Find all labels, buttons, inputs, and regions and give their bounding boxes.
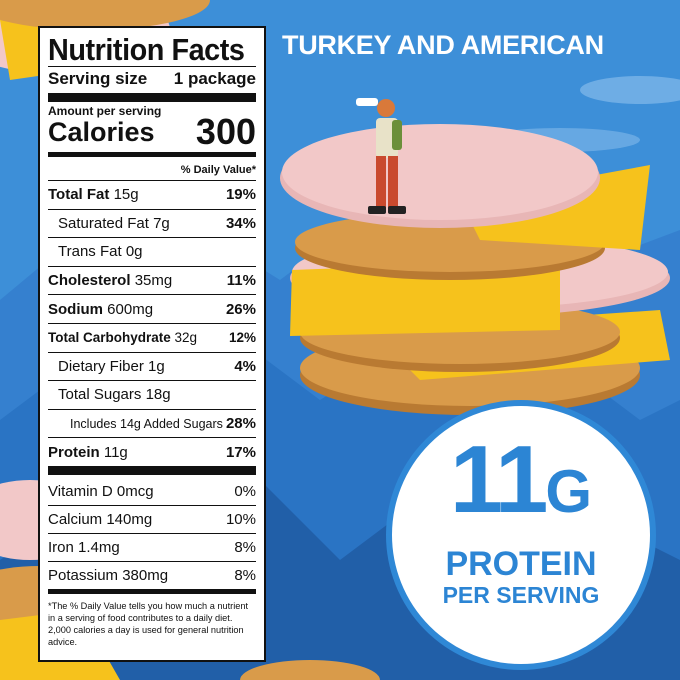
daily-value-header: % Daily Value* — [180, 164, 256, 176]
amount-per-serving: Amount per serving — [48, 104, 162, 118]
serving-size-label: Serving size — [48, 69, 148, 88]
vitamin-row-potassium: Potassium 380mg 8% — [48, 560, 256, 589]
per-serving-label: PER SERVING — [442, 582, 600, 608]
nutrient-amount: 600mg — [107, 300, 154, 318]
serving-size-row: Serving size 1 package — [48, 69, 256, 89]
nutrient-pct: 17% — [225, 443, 256, 461]
nutrient-row-trans-fat: Trans Fat 0g — [48, 237, 256, 266]
nutrient-row-dietary-fiber: Dietary Fiber 1g 4% — [48, 351, 256, 381]
nutrient-amount: 35mg — [134, 272, 173, 290]
nutrient-amount: 32g — [174, 330, 198, 346]
nutrient-row-added-sugars: Includes 14g Added Sugars 28% — [48, 408, 256, 438]
nutrient-row-protein: Protein 11g 17% — [48, 437, 256, 466]
nutrient-pct: 12% — [228, 330, 256, 346]
nutrient-name: Sodium — [48, 300, 103, 318]
nutrient-name: Total Fat — [48, 186, 110, 204]
nutrient-row-total-sugars: Total Sugars 18g — [48, 380, 256, 409]
nutrient-pct: 4% — [234, 357, 256, 375]
nutrient-row-saturated-fat: Saturated Fat 7g 34% — [48, 208, 256, 238]
nutrient-amount: 18g — [145, 386, 171, 404]
vitamin-name: Vitamin D 0mcg — [48, 482, 154, 500]
nutrient-name: Dietary Fiber — [58, 357, 144, 375]
nutrient-row-total-fat: Total Fat 15g 19% — [48, 180, 256, 209]
vitamin-name: Calcium 140mg — [48, 510, 153, 528]
nutrient-name: Saturated Fat — [58, 214, 149, 232]
protein-number: 11 — [449, 426, 548, 533]
nutrient-amount: 11g — [103, 443, 128, 461]
nutrient-pct: 19% — [225, 186, 256, 204]
vitamin-pct: 8% — [234, 566, 256, 584]
product-headline: TURKEY AND AMERICAN — [282, 30, 604, 60]
nutrient-pct: 28% — [225, 415, 256, 433]
nutrient-name: Cholesterol — [48, 272, 131, 290]
nutrient-amount: 1g — [148, 357, 165, 375]
nutrient-row-cholesterol: Cholesterol 35mg 11% — [48, 265, 256, 295]
vitamin-pct: 10% — [225, 510, 256, 528]
vitamin-pct: 0% — [234, 482, 256, 500]
nutrient-pct: 34% — [225, 214, 256, 232]
protein-amount: 11G — [450, 432, 592, 540]
daily-value-footnote: *The % Daily Value tells you how much a … — [48, 600, 249, 647]
protein-badge: 11G PROTEIN PER SERVING — [386, 400, 656, 670]
nutrient-pct: 11% — [226, 272, 256, 290]
vitamin-row-vitamin-d: Vitamin D 0mcg 0% — [48, 478, 256, 505]
nutrient-name: Total Sugars — [58, 386, 142, 404]
nutrient-name: Includes 14g Added Sugars — [70, 416, 223, 431]
nutrient-pct: 26% — [225, 300, 256, 318]
vitamin-row-iron: Iron 1.4mg 8% — [48, 532, 256, 561]
hiker-figure — [356, 98, 406, 214]
nutrient-amount: 0g — [125, 243, 143, 261]
calories-label: Calories — [48, 117, 155, 147]
nutrient-row-sodium: Sodium 600mg 26% — [48, 294, 256, 323]
vitamin-pct: 8% — [234, 538, 256, 556]
serving-size-value: 1 package — [173, 69, 256, 88]
nutrient-name: Total Carbohydrate — [48, 330, 171, 346]
vitamin-name: Potassium 380mg — [48, 566, 169, 584]
cracker-sandwich-stack — [280, 124, 670, 415]
nutrient-amount: 15g — [113, 186, 139, 204]
vitamins-list: Vitamin D 0mcg 0% Calcium 140mg 10% Iron… — [48, 478, 256, 589]
protein-unit: G — [545, 458, 593, 525]
calories-row: Calories 300 — [48, 111, 256, 152]
vitamin-name: Iron 1.4mg — [48, 538, 120, 556]
nutrition-facts-panel: Nutrition Facts Serving size 1 package A… — [38, 26, 266, 662]
protein-label: PROTEIN — [445, 545, 597, 583]
nutrition-facts-title: Nutrition Facts — [48, 32, 245, 67]
corner-snack-bottom-right — [240, 660, 380, 680]
vitamin-row-calcium: Calcium 140mg 10% — [48, 504, 256, 533]
nutrient-name: Trans Fat — [58, 243, 122, 261]
nutrient-row-total-carbohydrate: Total Carbohydrate 32g 12% — [48, 322, 256, 352]
nutrient-amount: 7g — [153, 214, 170, 232]
nutrient-name: Protein — [48, 443, 100, 461]
calories-value: 300 — [195, 111, 256, 152]
